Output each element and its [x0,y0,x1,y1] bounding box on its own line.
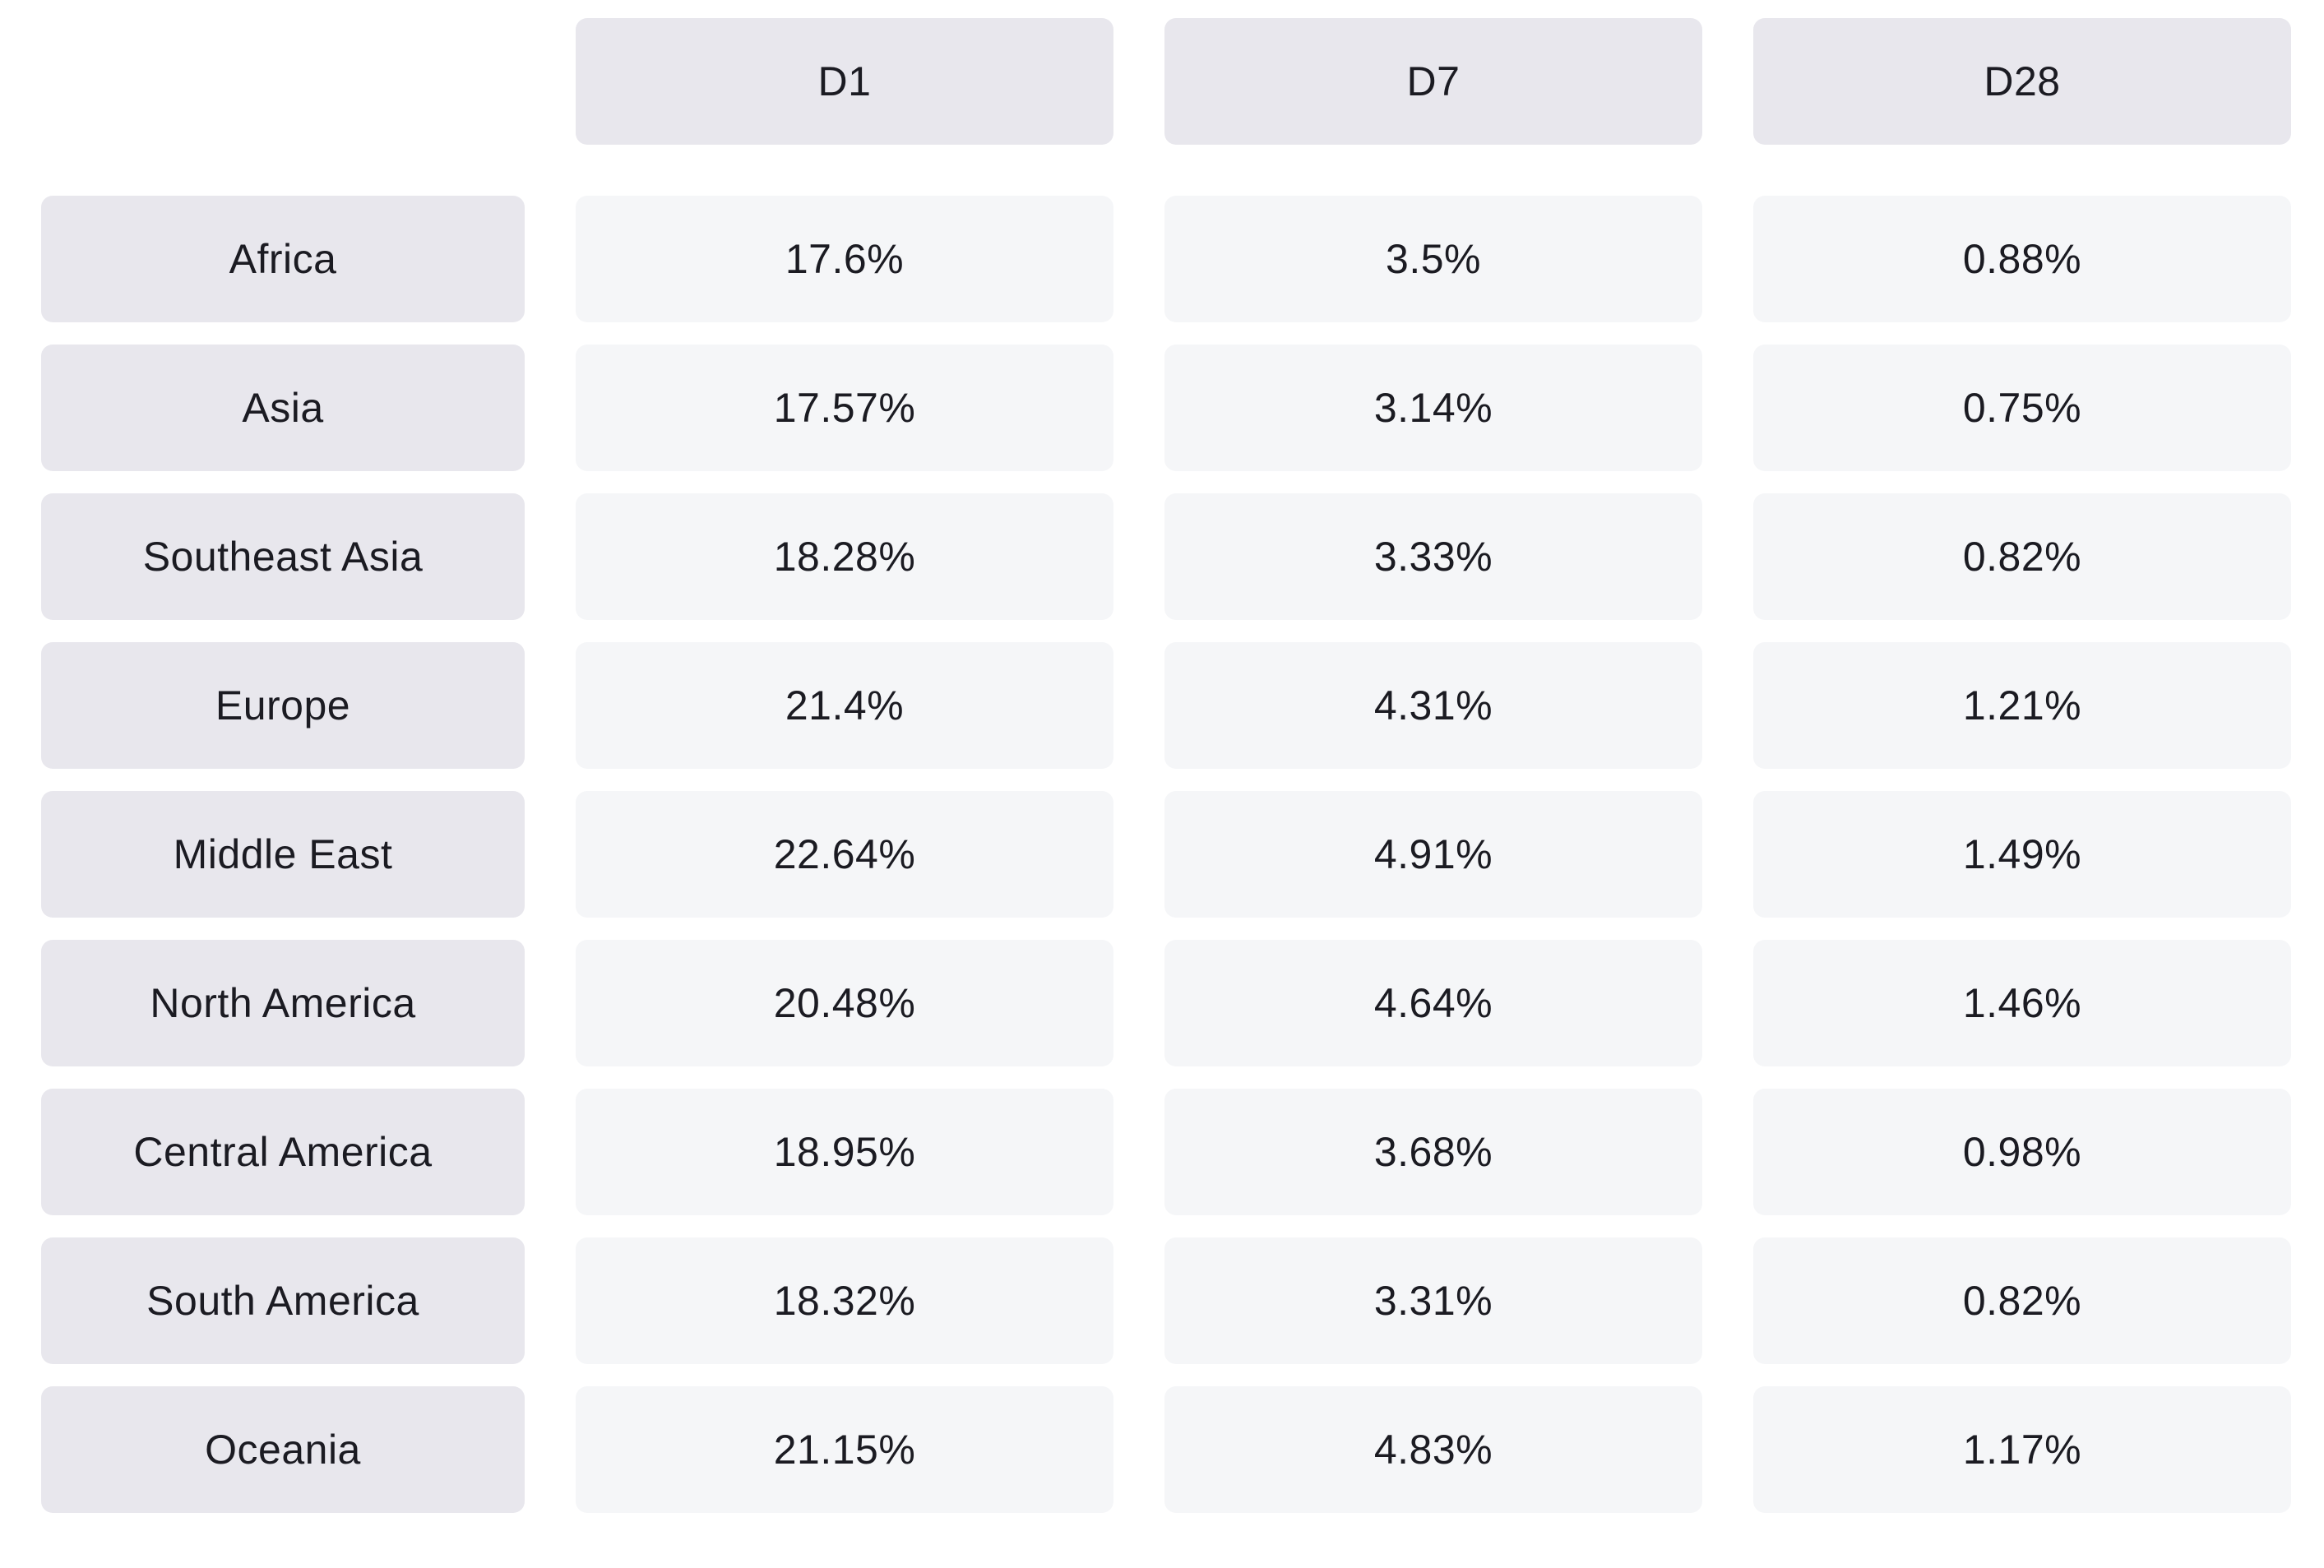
row-header-europe: Europe [41,642,525,769]
table-cell-central-america-d28: 0.98% [1753,1089,2291,1215]
table-cell-europe-d1: 21.4% [576,642,1113,769]
row-header-north-america: North America [41,940,525,1066]
table-cell-south-america-d1: 18.32% [576,1237,1113,1364]
table-cell-oceania-d1: 21.15% [576,1386,1113,1513]
table-cell-asia-d28: 0.75% [1753,345,2291,471]
row-header-africa: Africa [41,196,525,322]
row-header-south-america: South America [41,1237,525,1364]
table-cell-africa-d1: 17.6% [576,196,1113,322]
table-cell-middle-east-d7: 4.91% [1164,791,1702,918]
table-cell-europe-d28: 1.21% [1753,642,2291,769]
table-cell-south-america-d28: 0.82% [1753,1237,2291,1364]
column-header-d1: D1 [576,18,1113,145]
table-cell-oceania-d28: 1.17% [1753,1386,2291,1513]
row-header-middle-east: Middle East [41,791,525,918]
table-cell-asia-d7: 3.14% [1164,345,1702,471]
table-cell-europe-d7: 4.31% [1164,642,1702,769]
table-cell-southeast-asia-d28: 0.82% [1753,493,2291,620]
table-cell-north-america-d7: 4.64% [1164,940,1702,1066]
table-cell-north-america-d1: 20.48% [576,940,1113,1066]
table-cell-north-america-d28: 1.46% [1753,940,2291,1066]
table-cell-africa-d28: 0.88% [1753,196,2291,322]
table-cell-central-america-d1: 18.95% [576,1089,1113,1215]
table-cell-southeast-asia-d1: 18.28% [576,493,1113,620]
row-header-central-america: Central America [41,1089,525,1215]
table-cell-middle-east-d28: 1.49% [1753,791,2291,918]
row-header-asia: Asia [41,345,525,471]
table-cell-africa-d7: 3.5% [1164,196,1702,322]
column-header-d7: D7 [1164,18,1702,145]
row-header-southeast-asia: Southeast Asia [41,493,525,620]
table-cell-asia-d1: 17.57% [576,345,1113,471]
table-cell-southeast-asia-d7: 3.33% [1164,493,1702,620]
table-cell-central-america-d7: 3.68% [1164,1089,1702,1215]
table-cell-oceania-d7: 4.83% [1164,1386,1702,1513]
row-header-oceania: Oceania [41,1386,525,1513]
column-header-d28: D28 [1753,18,2291,145]
table-cell-middle-east-d1: 22.64% [576,791,1113,918]
table-cell-south-america-d7: 3.31% [1164,1237,1702,1364]
